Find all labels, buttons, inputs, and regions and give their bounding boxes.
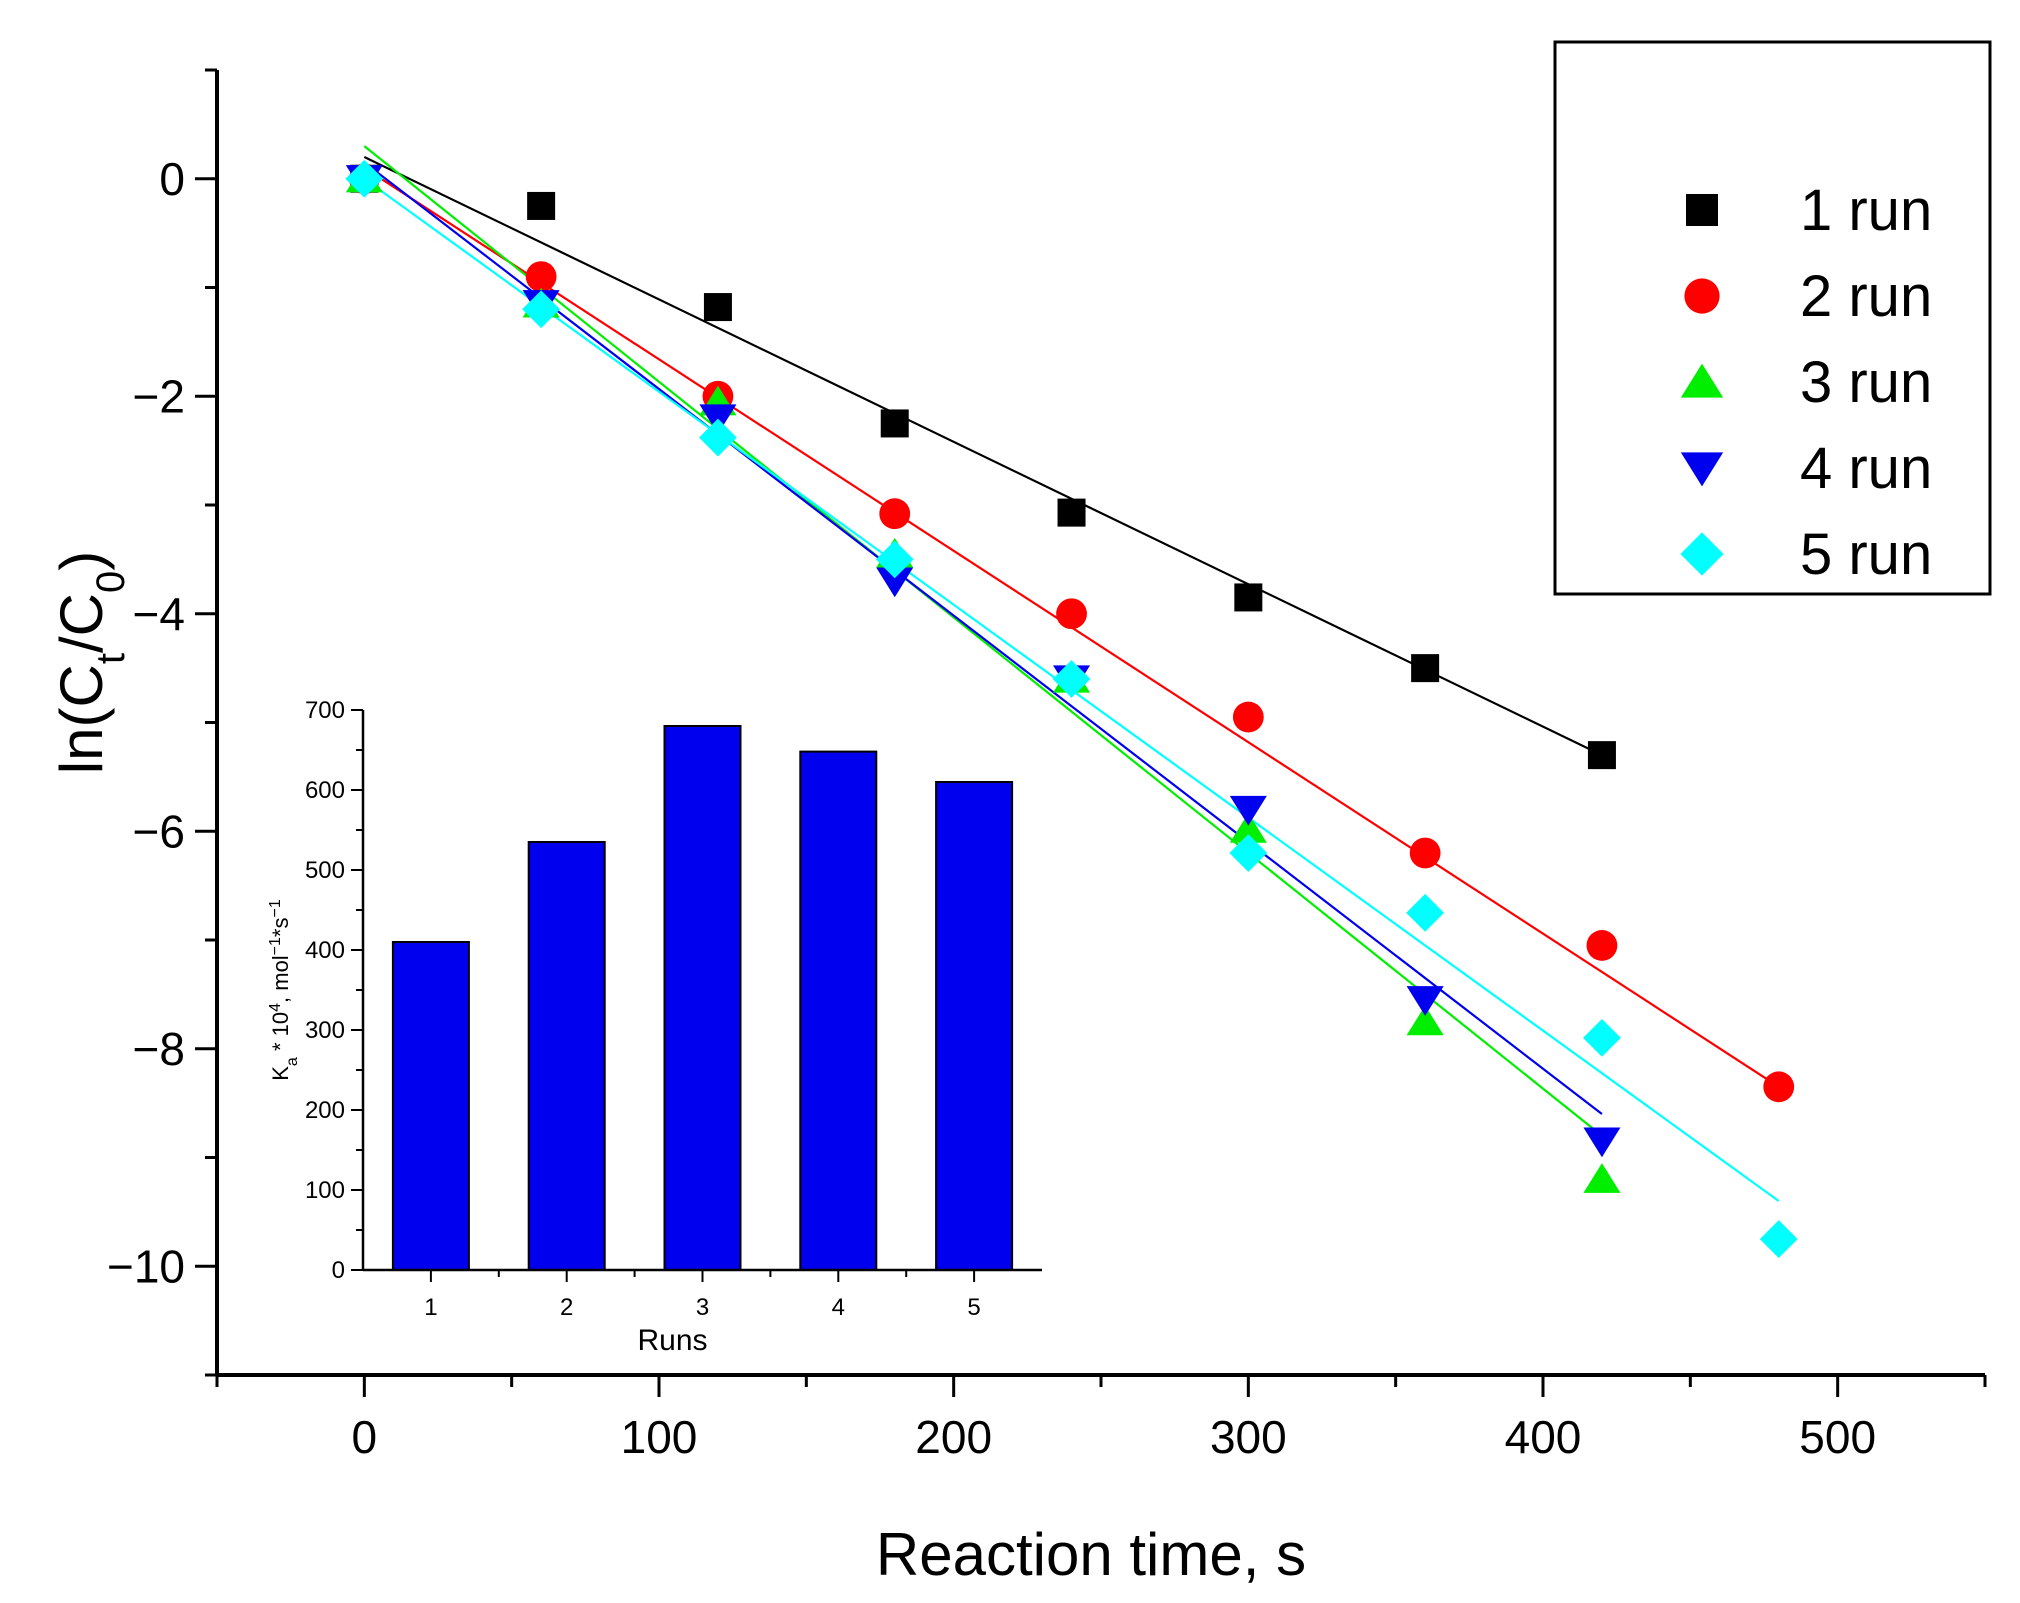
- y-tick-label: 0: [159, 153, 185, 205]
- y-tick-label: −6: [133, 805, 185, 857]
- data-point: [1229, 834, 1268, 872]
- legend-label: 2 run: [1800, 264, 1932, 329]
- legend-label: 3 run: [1800, 350, 1932, 415]
- data-point: [1586, 930, 1618, 961]
- main-axes: 0 −2 −4 −6 −8 −10 0 100 200 300 400 500 Reaction tim…: [48, 68, 1987, 1588]
- inset-x-tick-label: 1: [424, 1294, 437, 1321]
- legend-box: [1553, 40, 1992, 596]
- legend: 1 run 2 run 3 run 4 run 5 run: [1553, 40, 1992, 596]
- x-tick-label: 200: [915, 1411, 992, 1463]
- inset-y-tick-label: 200: [305, 1097, 345, 1124]
- series-1-run: [350, 164, 1616, 770]
- fit-line-1-run: [363, 156, 1603, 757]
- inset-bar: [663, 725, 742, 1271]
- inset-bar: [935, 781, 1014, 1271]
- data-point: [1056, 598, 1087, 630]
- data-point: [525, 261, 557, 293]
- data-point: [1232, 701, 1264, 733]
- data-point: [1759, 1220, 1798, 1258]
- data-point: [1234, 583, 1263, 612]
- data-point: [1583, 1163, 1621, 1193]
- inset-y-tick-label: 100: [305, 1177, 345, 1204]
- inset-x-axis-title: Runs: [637, 1324, 707, 1357]
- x-tick-label: 500: [1799, 1411, 1876, 1463]
- data-point: [1583, 1018, 1621, 1057]
- data-point: [1406, 893, 1445, 932]
- data-point: [1229, 795, 1267, 826]
- data-point: [1583, 1127, 1621, 1158]
- data-point: [875, 540, 914, 579]
- series-2-run: [348, 163, 1795, 1103]
- data-point: [1406, 1005, 1444, 1036]
- x-axis-title: Reaction time, s: [876, 1521, 1306, 1588]
- legend-marker: [1680, 452, 1724, 487]
- inset-bar: [391, 941, 470, 1271]
- x-tick-label: 100: [621, 1411, 698, 1463]
- series-5-run: [345, 159, 1798, 1258]
- inset-x-tick-label: 4: [832, 1294, 845, 1321]
- data-point: [880, 409, 909, 438]
- data-point: [1406, 986, 1444, 1016]
- y-tick-label: −8: [133, 1023, 185, 1075]
- inset-y-tick-label: 500: [305, 857, 345, 884]
- inset-bar: [527, 841, 606, 1271]
- inset-x-tick-label: 3: [696, 1294, 709, 1321]
- data-points: [345, 159, 1798, 1258]
- data-point: [522, 290, 561, 329]
- data-point: [876, 567, 914, 598]
- inset-y-tick-label: 400: [305, 937, 345, 964]
- legend-label: 4 run: [1800, 436, 1932, 501]
- data-point: [1587, 741, 1616, 770]
- data-point: [879, 498, 911, 530]
- data-point: [699, 418, 737, 457]
- inset-x-tick-label: 5: [967, 1294, 980, 1321]
- y-axis-title: ln(Ct/C0): [48, 551, 133, 774]
- x-tick-label: 300: [1210, 1411, 1287, 1463]
- legend-label: 1 run: [1800, 178, 1932, 243]
- y-tick-label: −2: [133, 370, 185, 422]
- data-point: [703, 293, 732, 322]
- data-point: [527, 191, 556, 220]
- legend-marker: [1680, 363, 1724, 398]
- data-point: [1763, 1071, 1795, 1103]
- y-tick-label: −4: [133, 588, 185, 640]
- legend-marker: [1680, 532, 1724, 576]
- data-point: [1229, 812, 1267, 843]
- fit-line-4-run: [363, 161, 1603, 1115]
- data-point: [1411, 654, 1440, 683]
- legend-marker: [1684, 278, 1720, 314]
- data-point: [1052, 660, 1091, 698]
- inset-bar: [799, 750, 878, 1271]
- x-tick-label: 0: [352, 1411, 378, 1463]
- legend-label: 5 run: [1800, 522, 1932, 587]
- inset-y-tick-label: 300: [305, 1017, 345, 1044]
- data-point: [1409, 837, 1441, 869]
- inset-x-tick-label: 2: [560, 1294, 573, 1321]
- inset-bar-chart: 0 100 200 300 400 500 600 700 1 2 3 4 5 Runs Ka * 104,…: [267, 697, 1042, 1357]
- inset-y-axis-title: Ka * 104, mol−1*s−1: [267, 899, 301, 1081]
- data-point: [345, 159, 384, 198]
- inset-y-tick-label: 600: [305, 777, 345, 804]
- legend-marker: [1686, 194, 1718, 226]
- inset-y-tick-label: 0: [332, 1257, 345, 1284]
- y-tick-label: −10: [107, 1240, 185, 1292]
- fit-line-3-run: [363, 145, 1603, 1137]
- data-point: [1057, 498, 1086, 527]
- x-tick-label: 400: [1505, 1411, 1582, 1463]
- inset-y-tick-label: 700: [305, 697, 345, 724]
